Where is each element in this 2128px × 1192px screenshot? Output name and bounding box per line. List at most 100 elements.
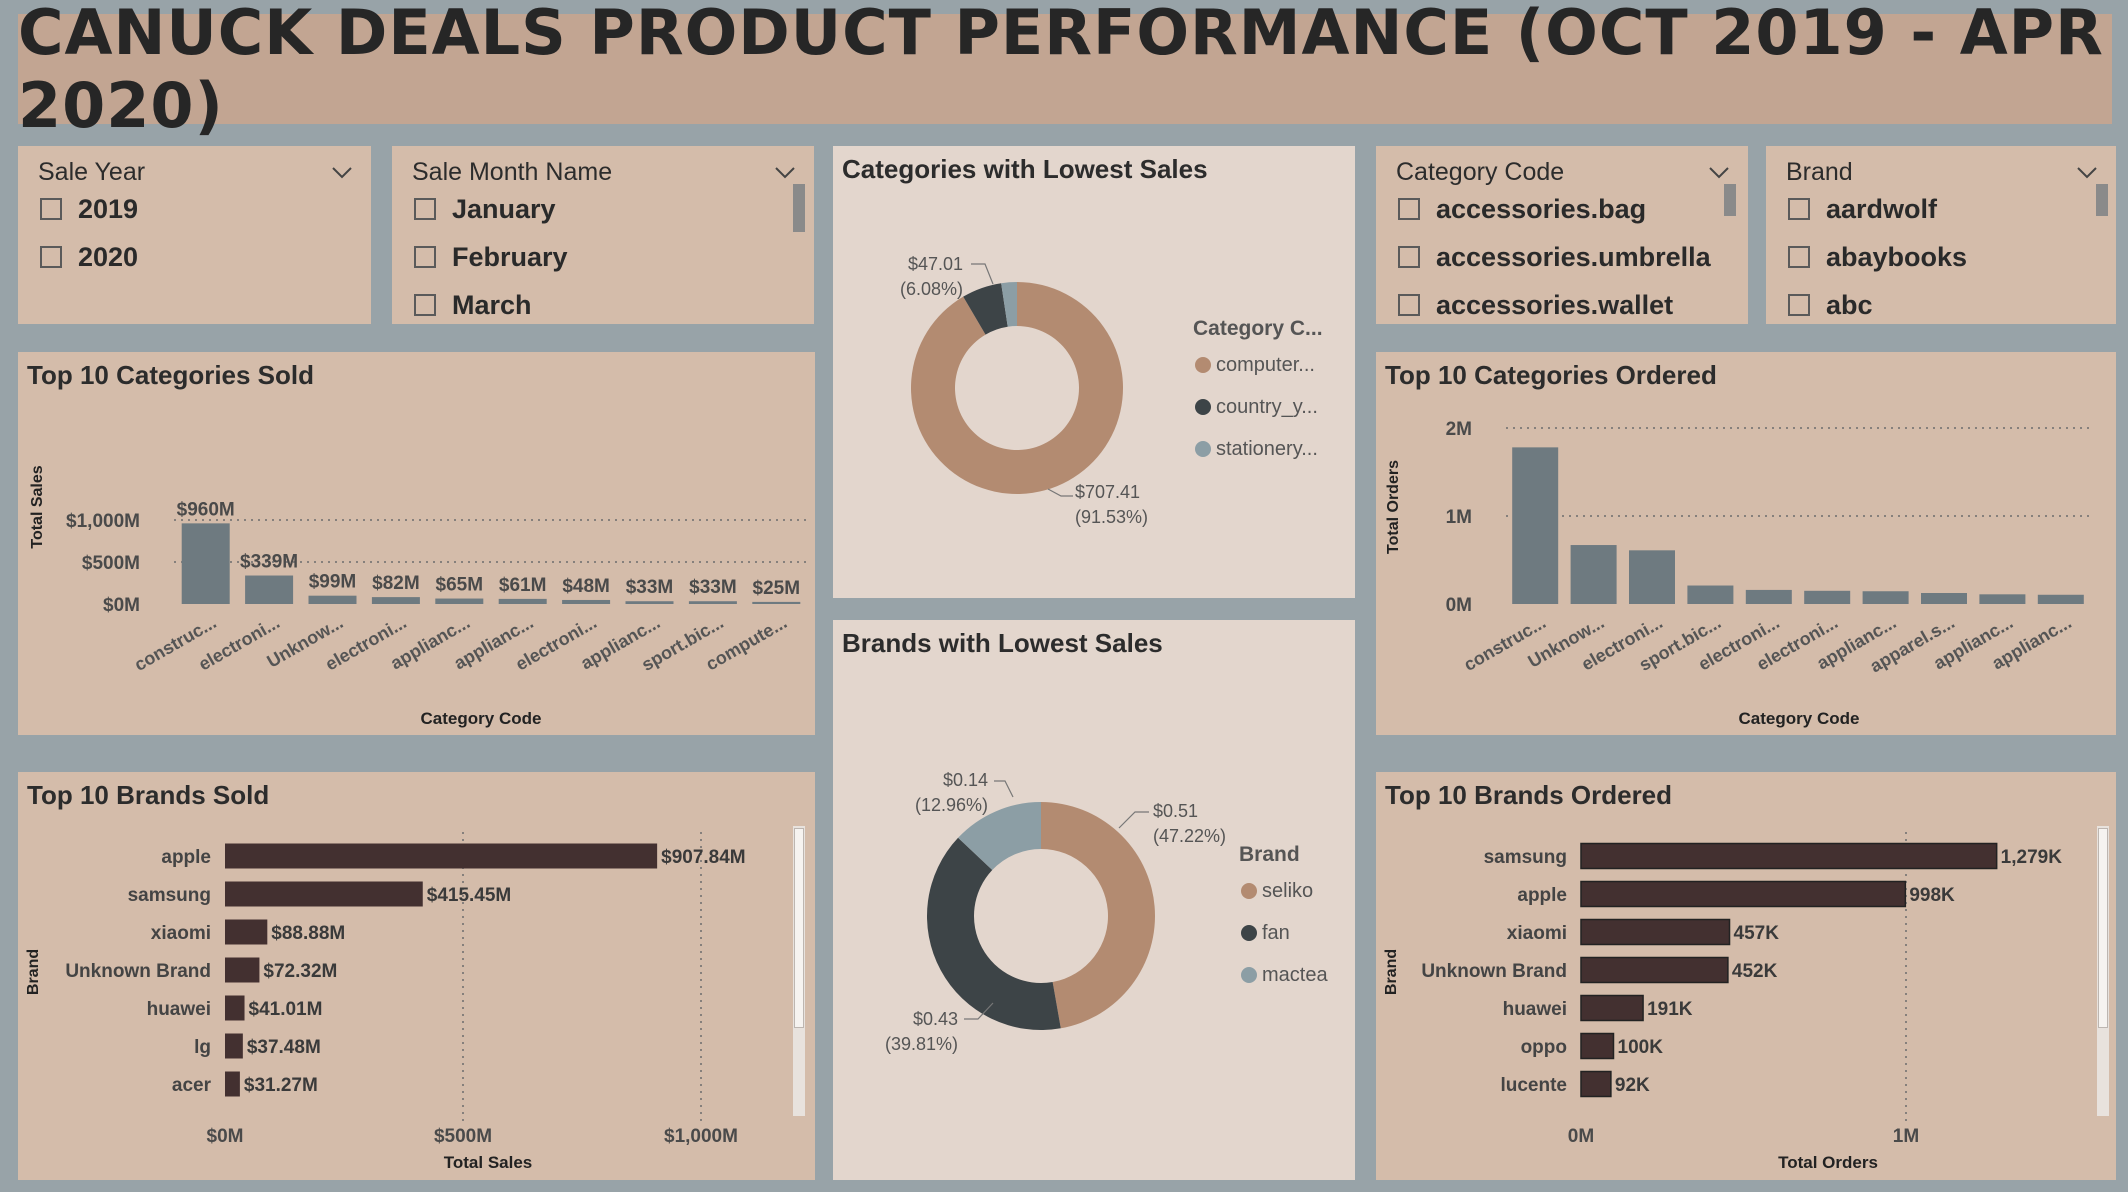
y-tick-label: lucente xyxy=(1500,1075,1567,1096)
y-tick-label: samsung xyxy=(1484,847,1567,868)
chevron-down-icon[interactable] xyxy=(331,162,353,184)
bar xyxy=(181,523,230,604)
checkbox[interactable] xyxy=(1788,294,1810,316)
data-label-percent: (91.53%) xyxy=(1075,507,1148,527)
data-label: $47.01 xyxy=(908,254,963,274)
checkbox[interactable] xyxy=(414,198,436,220)
data-label: $907.84M xyxy=(661,847,746,868)
bar xyxy=(245,575,294,604)
donut-slice xyxy=(963,283,1008,335)
chevron-down-icon[interactable] xyxy=(2076,162,2098,184)
bar xyxy=(1580,1070,1612,1098)
checkbox[interactable] xyxy=(1398,246,1420,268)
legend-label: fan xyxy=(1262,922,1290,944)
scrollbar-thumb[interactable] xyxy=(2098,828,2108,1028)
y-tick-label: huawei xyxy=(147,999,211,1020)
bar xyxy=(1580,994,1644,1022)
donut-slice xyxy=(958,802,1041,871)
y-tick-label: huawei xyxy=(1503,999,1567,1020)
slicer-option-abaybooks[interactable]: abaybooks xyxy=(1788,242,1967,272)
data-label: $707.41 xyxy=(1075,482,1140,502)
data-label: $65M xyxy=(436,575,484,596)
x-tick-label: $500M xyxy=(434,1126,492,1147)
slicer-option-label: abc xyxy=(1826,289,1873,320)
slicer-option-march[interactable]: March xyxy=(414,290,532,320)
data-label: $72.32M xyxy=(263,961,337,982)
x-tick-label: $0M xyxy=(207,1126,244,1147)
slicer-option-accessories-umbrella[interactable]: accessories.umbrella xyxy=(1398,242,1711,272)
slicer-option-abc[interactable]: abc xyxy=(1788,290,1873,320)
slicer-option-january[interactable]: January xyxy=(414,194,556,224)
checkbox[interactable] xyxy=(1788,246,1810,268)
legend-title: Category C... xyxy=(1193,317,1323,340)
slicer-option-2020[interactable]: 2020 xyxy=(40,242,138,272)
slicer-option-aardwolf[interactable]: aardwolf xyxy=(1788,194,1937,224)
slicer-option-label: February xyxy=(452,241,568,272)
bar xyxy=(1580,1032,1615,1060)
data-label: $0.14 xyxy=(943,770,988,790)
leader-line xyxy=(1047,488,1073,497)
chevron-down-icon[interactable] xyxy=(774,162,796,184)
x-tick-label: $1,000M xyxy=(664,1126,738,1147)
scrollbar-track[interactable] xyxy=(2097,826,2109,1116)
checkbox[interactable] xyxy=(414,294,436,316)
slicer-option-accessories-bag[interactable]: accessories.bag xyxy=(1398,194,1646,224)
scrollbar-thumb[interactable] xyxy=(794,828,804,1028)
slicer-option-label: abaybooks xyxy=(1826,241,1968,272)
scrollbar-thumb[interactable] xyxy=(1724,184,1736,216)
bar xyxy=(1804,590,1851,604)
donut-slice xyxy=(911,282,1123,494)
bar xyxy=(225,843,658,869)
slicer-category-code: Category Code accessories.bag accessorie… xyxy=(1376,146,1748,324)
y-tick-label: xiaomi xyxy=(151,923,211,944)
legend-marker xyxy=(1195,357,1211,373)
chart-canvas: $707.41 (91.53%) $47.01 (6.08%) Category C..… xyxy=(900,254,1323,527)
scrollbar-thumb[interactable] xyxy=(2096,184,2108,216)
bar xyxy=(225,881,423,907)
chart-lowest-categories: Categories with Lowest Sales $707.41 (91.… xyxy=(833,146,1355,598)
checkbox[interactable] xyxy=(1788,198,1810,220)
legend-label: stationery... xyxy=(1216,438,1318,460)
legend-marker xyxy=(1195,399,1211,415)
data-label-percent: (6.08%) xyxy=(900,279,963,299)
slicer-sale-month: Sale Month Name January February March xyxy=(392,146,814,324)
x-tick-label: 0M xyxy=(1568,1126,1594,1147)
x-tick-label: 1M xyxy=(1893,1126,1919,1147)
slicer-title: Category Code xyxy=(1396,158,1565,186)
checkbox[interactable] xyxy=(414,246,436,268)
data-label: $0.51 xyxy=(1153,801,1198,821)
data-label: $339M xyxy=(240,552,298,573)
y-tick-label: 1M xyxy=(1446,507,1472,528)
checkbox[interactable] xyxy=(40,198,62,220)
y-tick-label: 2M xyxy=(1446,419,1472,440)
scrollbar-thumb[interactable] xyxy=(793,184,805,232)
slicer-title: Sale Year xyxy=(38,158,146,186)
slicer-option-2019[interactable]: 2019 xyxy=(40,194,138,224)
checkbox[interactable] xyxy=(1398,198,1420,220)
bar xyxy=(1580,918,1731,946)
leader-line xyxy=(994,780,1014,798)
slicer-option-february[interactable]: February xyxy=(414,242,568,272)
bar xyxy=(225,957,260,983)
y-tick-label: Unknown Brand xyxy=(65,961,211,982)
chart-canvas: 0M1M2Mconstruc...Unknow...electroni...sp… xyxy=(1385,419,2090,728)
chart-top-brands-sold: Top 10 Brands Sold $0M $500M $1,000M $907.8… xyxy=(18,772,815,1180)
data-label: 92K xyxy=(1615,1075,1650,1096)
y-axis-title: Total Orders xyxy=(1385,460,1402,554)
leader-line xyxy=(1118,811,1149,829)
chart-canvas: $0M $500M $1,000M $907.84M apple $415.45M sams… xyxy=(25,832,746,1172)
slicer-option-accessories-wallet[interactable]: accessories.wallet xyxy=(1398,290,1673,320)
scrollbar-track[interactable] xyxy=(793,826,805,1116)
chart-top-brands-ordered: Top 10 Brands Ordered 0M 1M 1,279K samsung 9… xyxy=(1376,772,2116,1180)
chart-title: Top 10 Categories Ordered xyxy=(1385,360,1717,390)
bar xyxy=(1570,545,1617,604)
legend-marker xyxy=(1195,441,1211,457)
bar xyxy=(1979,594,2026,604)
chevron-down-icon[interactable] xyxy=(1708,162,1730,184)
bar xyxy=(1745,589,1792,604)
checkbox[interactable] xyxy=(1398,294,1420,316)
chart-lowest-brands: Brands with Lowest Sales $0.51 (47.22%) $0… xyxy=(833,620,1355,1180)
chart-title: Top 10 Categories Sold xyxy=(27,360,315,390)
checkbox[interactable] xyxy=(40,246,62,268)
x-axis-title: Total Orders xyxy=(1778,1153,1878,1172)
